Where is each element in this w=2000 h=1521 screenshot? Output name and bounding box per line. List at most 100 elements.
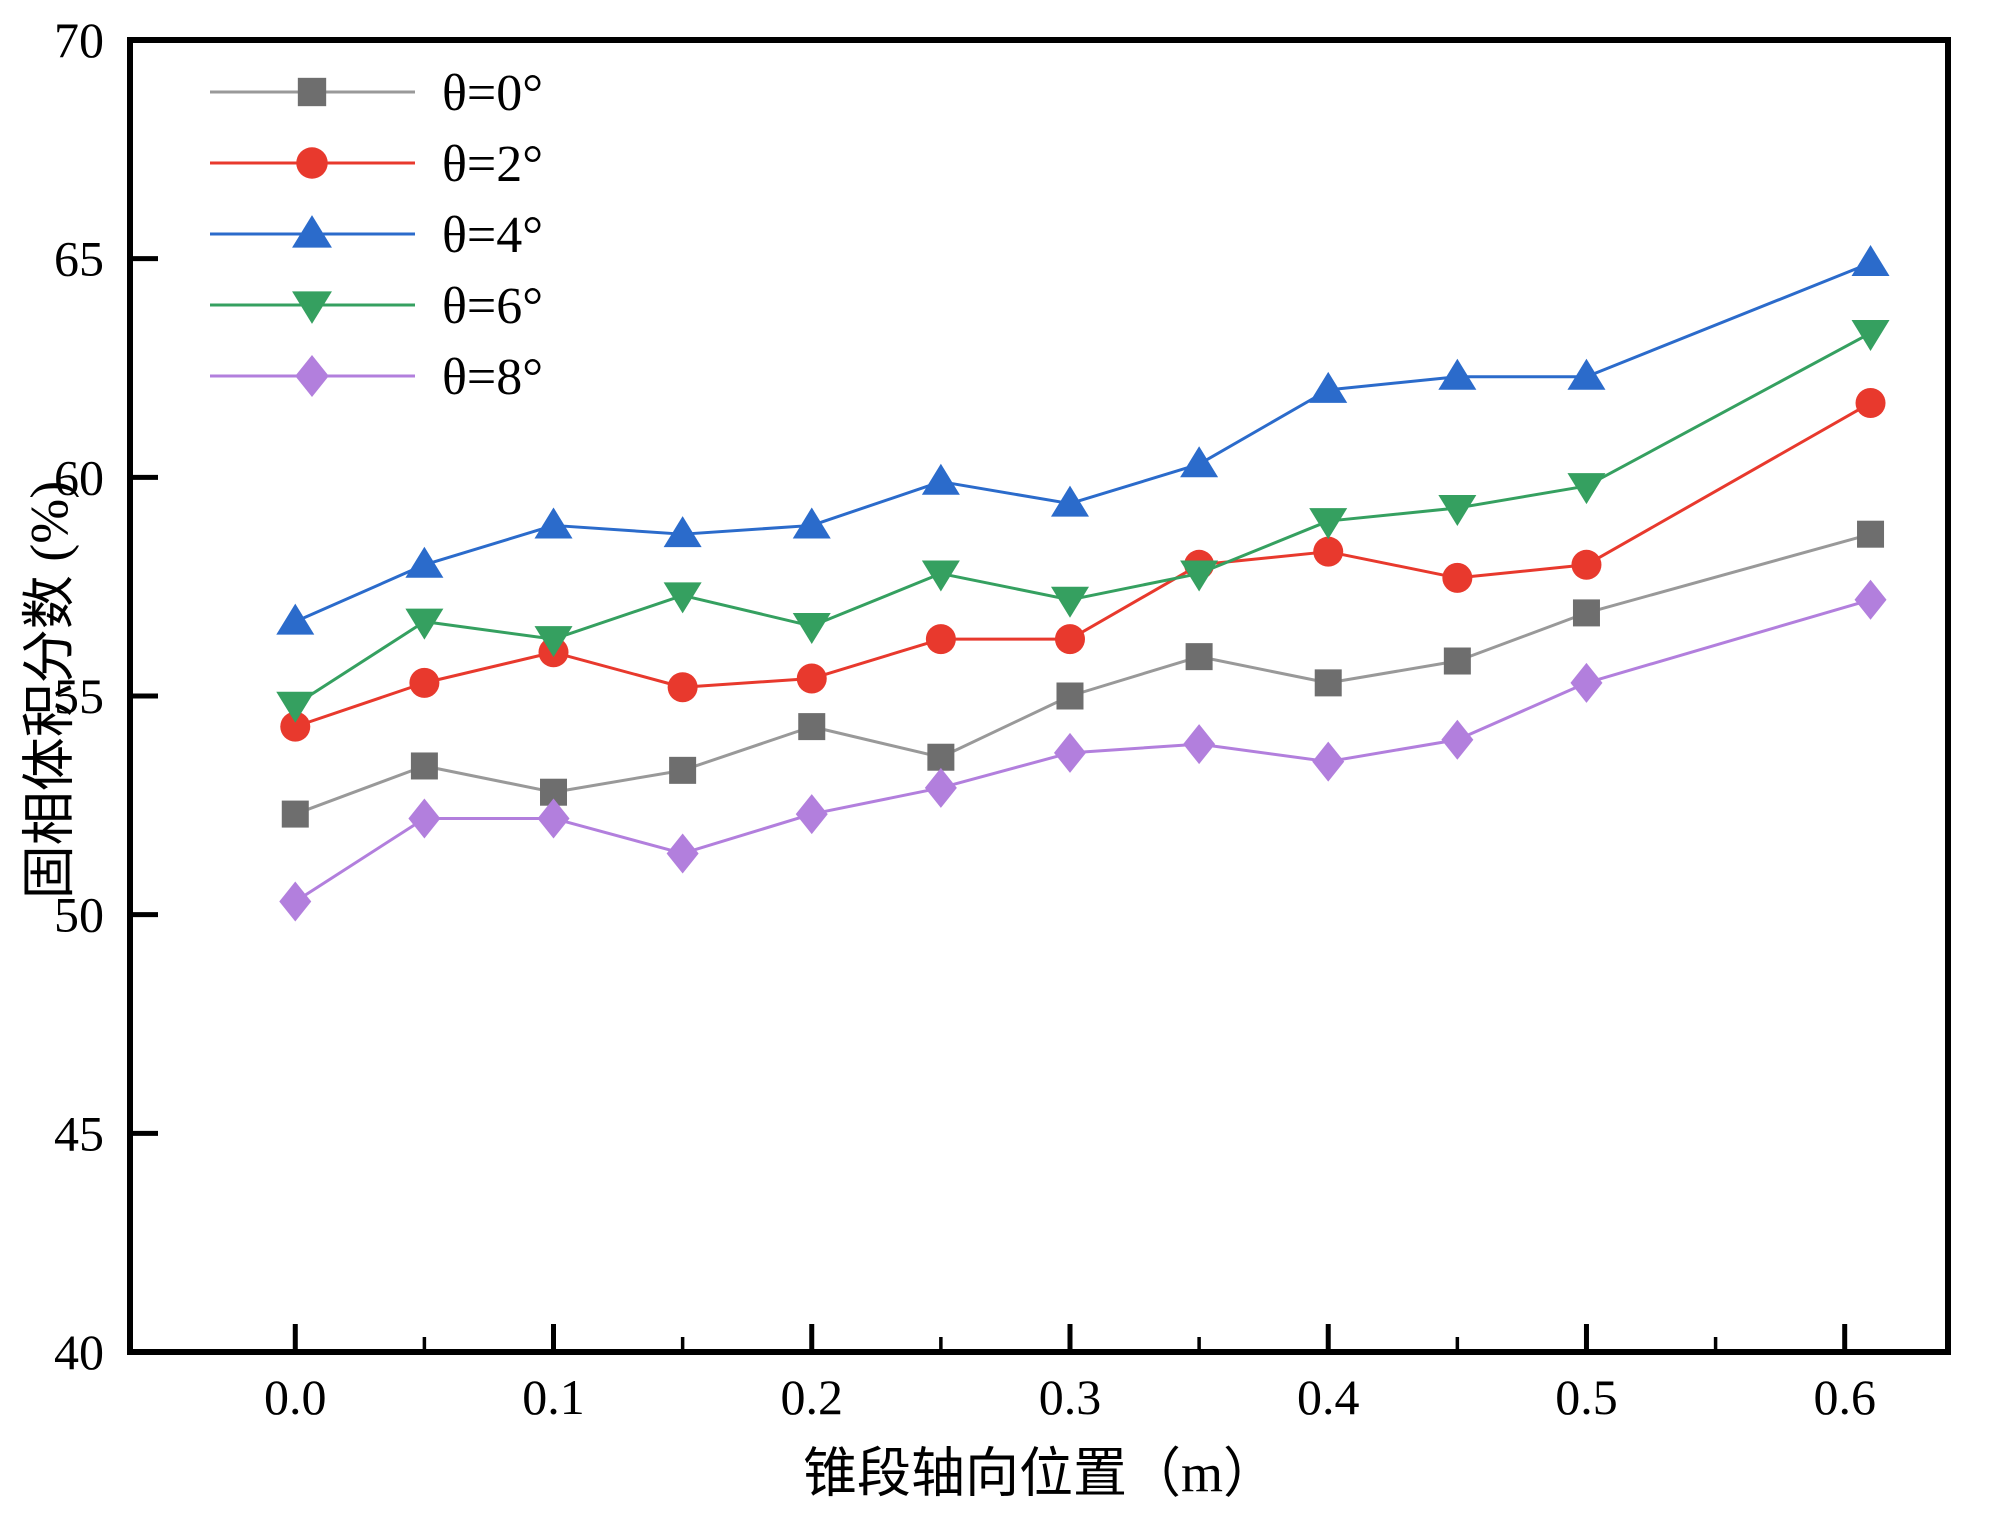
- series-theta-4: [276, 245, 1890, 635]
- triangle-up-marker: [663, 516, 702, 548]
- x-tick-label: 0.6: [1813, 1369, 1876, 1425]
- y-axis-title: 固相体积分数 (%): [19, 480, 80, 900]
- square-marker: [927, 743, 955, 771]
- circle-marker: [1855, 387, 1886, 418]
- legend-label: θ=0°: [442, 65, 543, 122]
- x-tick-label: 0.4: [1297, 1369, 1360, 1425]
- series-line: [293, 598, 1873, 904]
- circle-marker: [1571, 549, 1602, 580]
- triangle-up-marker: [792, 507, 831, 539]
- legend-label: θ=2°: [442, 136, 543, 193]
- series-theta-0: [281, 520, 1885, 828]
- circle-marker: [296, 147, 328, 179]
- x-tick-label: 0.1: [522, 1369, 585, 1425]
- series-theta-8: [279, 579, 1887, 922]
- diamond-marker: [1570, 662, 1603, 703]
- diamond-marker: [666, 833, 699, 874]
- square-marker: [281, 800, 309, 828]
- circle-marker: [280, 711, 311, 742]
- x-tick-label: 0.5: [1555, 1369, 1618, 1425]
- triangle-down-marker: [534, 626, 573, 658]
- triangle-down-marker: [1309, 508, 1348, 540]
- triangle-down-marker: [292, 291, 332, 324]
- diamond-marker: [1183, 724, 1216, 765]
- triangle-down-marker: [921, 560, 960, 592]
- circle-marker: [796, 663, 827, 694]
- series-theta-6: [276, 320, 1890, 723]
- triangle-down-marker: [1180, 560, 1219, 592]
- square-marker: [1185, 643, 1213, 671]
- y-tick-label: 45: [54, 1105, 104, 1161]
- square-marker: [1572, 599, 1600, 627]
- triangle-up-marker: [292, 215, 332, 248]
- y-tick-label: 50: [54, 887, 104, 943]
- series-line: [293, 532, 1873, 816]
- diamond-marker: [1312, 741, 1345, 782]
- diamond-marker: [537, 798, 570, 839]
- series-line: [293, 261, 1873, 624]
- axes: 0.0 0.1 0.2 0.3 0.4 0.5 0.6 40 45 50 55 60 65 70: [54, 12, 1876, 1425]
- square-marker: [1443, 647, 1471, 675]
- square-marker: [669, 756, 697, 784]
- diamond-marker: [279, 881, 312, 922]
- x-axis-title: 锥段轴向位置（m）: [802, 1443, 1278, 1504]
- x-tick-label: 0.0: [264, 1369, 327, 1425]
- square-marker: [798, 713, 826, 741]
- triangle-up-marker: [1309, 371, 1348, 403]
- diamond-marker: [295, 355, 329, 397]
- legend-label: θ=8°: [442, 349, 543, 406]
- circle-marker: [409, 667, 440, 698]
- triangle-up-marker: [1438, 358, 1477, 390]
- triangle-up-marker: [921, 463, 960, 495]
- legend-entry: θ=2°: [210, 136, 543, 193]
- x-tick-label: 0.3: [1039, 1369, 1102, 1425]
- legend-entry: θ=0°: [210, 65, 543, 122]
- triangle-up-marker: [405, 546, 444, 578]
- triangle-up-marker: [276, 603, 315, 635]
- square-marker: [410, 752, 438, 780]
- circle-marker: [925, 624, 956, 655]
- triangle-down-marker: [663, 582, 702, 614]
- y-tick-label: 40: [54, 1324, 104, 1380]
- triangle-up-marker: [534, 507, 573, 539]
- diamond-marker: [1854, 579, 1887, 620]
- square-marker: [297, 77, 327, 107]
- circle-marker: [1313, 536, 1344, 567]
- plot-frame: [127, 37, 1951, 1355]
- triangle-down-marker: [276, 691, 315, 723]
- series-line: [293, 401, 1873, 729]
- circle-marker: [667, 672, 698, 703]
- y-tick-label: 55: [54, 668, 104, 724]
- diamond-marker: [795, 794, 828, 835]
- square-marker: [1056, 682, 1084, 710]
- y-tick-label: 70: [54, 12, 104, 68]
- triangle-down-marker: [405, 608, 444, 640]
- legend-label: θ=6°: [442, 278, 543, 335]
- circle-marker: [1442, 562, 1473, 593]
- triangle-up-marker: [1851, 245, 1890, 277]
- series-line: [293, 331, 1873, 707]
- triangle-down-marker: [1567, 473, 1606, 505]
- legend-entry: θ=6°: [210, 278, 543, 335]
- diamond-marker: [408, 798, 441, 839]
- square-marker: [1857, 520, 1885, 548]
- legend: θ=0° θ=2° θ=4° θ=6° θ=8°: [210, 65, 543, 406]
- triangle-down-marker: [792, 613, 831, 645]
- x-tick-label: 0.2: [781, 1369, 844, 1425]
- y-tick-label: 65: [54, 231, 104, 287]
- diamond-marker: [1441, 719, 1474, 760]
- y-tick-label: 60: [54, 449, 104, 505]
- square-marker: [1314, 669, 1342, 697]
- triangle-up-marker: [1050, 485, 1089, 517]
- diamond-marker: [1053, 732, 1086, 773]
- triangle-up-marker: [1180, 446, 1219, 478]
- triangle-up-marker: [1567, 358, 1606, 390]
- triangle-down-marker: [1851, 320, 1890, 352]
- legend-entry: θ=8°: [210, 349, 543, 406]
- circle-marker: [1054, 624, 1085, 655]
- legend-entry: θ=4°: [210, 207, 543, 264]
- diamond-marker: [924, 767, 957, 808]
